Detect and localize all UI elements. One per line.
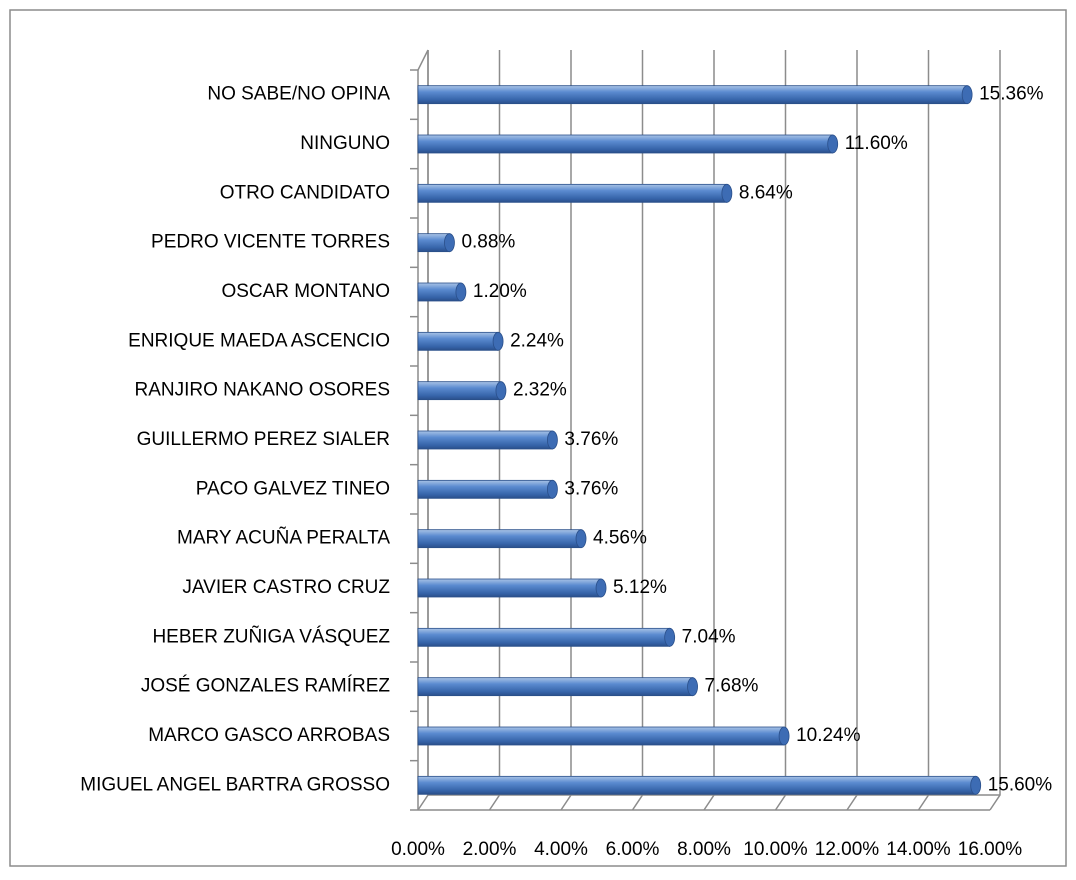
bar [417, 529, 582, 549]
bar-cap [664, 627, 676, 647]
value-label: 3.76% [564, 478, 618, 499]
x-tick-label: 6.00% [606, 839, 660, 860]
bar [417, 430, 553, 450]
x-tick-label: 0.00% [391, 839, 445, 860]
grid-line [774, 50, 787, 811]
bar [417, 479, 553, 499]
y-tick-label: PEDRO VICENTE TORRES [151, 232, 390, 253]
y-tick-label: NINGUNO [300, 133, 390, 154]
value-label: 15.60% [988, 774, 1053, 795]
y-tick-label: NO SABE/NO OPINA [207, 84, 390, 105]
bar-cap [778, 726, 790, 746]
y-tick-label: ENRIQUE MAEDA ASCENCIO [128, 330, 390, 351]
grid-line [917, 50, 930, 811]
bar [417, 134, 834, 154]
bar-cap [687, 677, 698, 697]
bar [417, 627, 671, 647]
x-tick-label: 10.00% [743, 839, 808, 860]
y-tick-label: GUILLERMO PEREZ SIALER [137, 429, 390, 450]
value-label: 15.36% [979, 84, 1044, 105]
bar-cap [575, 529, 587, 549]
x-tick-label: 16.00% [958, 839, 1023, 860]
grid-line [631, 50, 644, 811]
value-label: 2.32% [513, 380, 567, 401]
bar [417, 578, 602, 598]
y-tick-label: RANJIRO NAKANO OSORES [135, 380, 391, 401]
bar-cap [595, 578, 607, 598]
grid-line [989, 50, 1001, 811]
bar-cap [444, 233, 455, 253]
bar [417, 775, 977, 795]
value-label: 0.88% [461, 232, 515, 253]
value-label: 8.64% [739, 182, 793, 203]
y-tick-label: MIGUEL ANGEL BARTRA GROSSO [80, 774, 390, 795]
value-label: 7.04% [682, 626, 736, 647]
y-tick-label: MARY ACUÑA PERALTA [177, 527, 390, 549]
bar-cap [961, 85, 973, 105]
y-tick-label: OTRO CANDIDATO [220, 182, 390, 203]
value-label: 1.20% [473, 281, 527, 302]
value-label: 11.60% [845, 133, 908, 154]
bar [417, 677, 693, 697]
grid-line [846, 50, 858, 811]
grid-line [488, 50, 501, 811]
grid-line [560, 50, 572, 811]
bar [417, 282, 462, 302]
x-tick-label: 2.00% [463, 839, 517, 860]
bar [417, 183, 728, 203]
bar-cap [547, 430, 558, 450]
bar-cap [970, 775, 982, 795]
x-tick-label: 14.00% [886, 839, 951, 860]
y-tick-label: OSCAR MONTANO [221, 281, 390, 302]
bar-cap [721, 183, 733, 203]
wall-edge [417, 49, 429, 71]
bar-cap [455, 282, 467, 302]
value-label: 3.76% [564, 429, 618, 450]
y-tick-label: HEBER ZUÑIGA VÁSQUEZ [152, 625, 390, 647]
y-tick-label: PACO GALVEZ TINEO [196, 478, 390, 499]
value-label: 10.24% [796, 725, 861, 746]
bar [417, 331, 499, 351]
value-label: 7.68% [705, 676, 759, 697]
bar-cap [827, 134, 839, 154]
y-tick-label: JAVIER CASTRO CRUZ [182, 577, 390, 598]
bar [417, 726, 785, 746]
x-tick-label: 8.00% [677, 839, 731, 860]
value-label: 5.12% [613, 577, 667, 598]
bar [417, 381, 502, 401]
bar-cap [495, 381, 507, 401]
bar-cap [547, 479, 558, 499]
x-tick-label: 12.00% [815, 839, 880, 860]
grid-line [703, 50, 715, 811]
bar-cap [492, 331, 504, 351]
value-label: 2.24% [510, 330, 564, 351]
value-label: 4.56% [593, 528, 647, 549]
bar [417, 85, 968, 105]
x-tick-label: 4.00% [534, 839, 588, 860]
y-tick-label: JOSÉ GONZALES RAMÍREZ [141, 676, 391, 697]
y-tick-label: MARCO GASCO ARROBAS [148, 725, 390, 746]
